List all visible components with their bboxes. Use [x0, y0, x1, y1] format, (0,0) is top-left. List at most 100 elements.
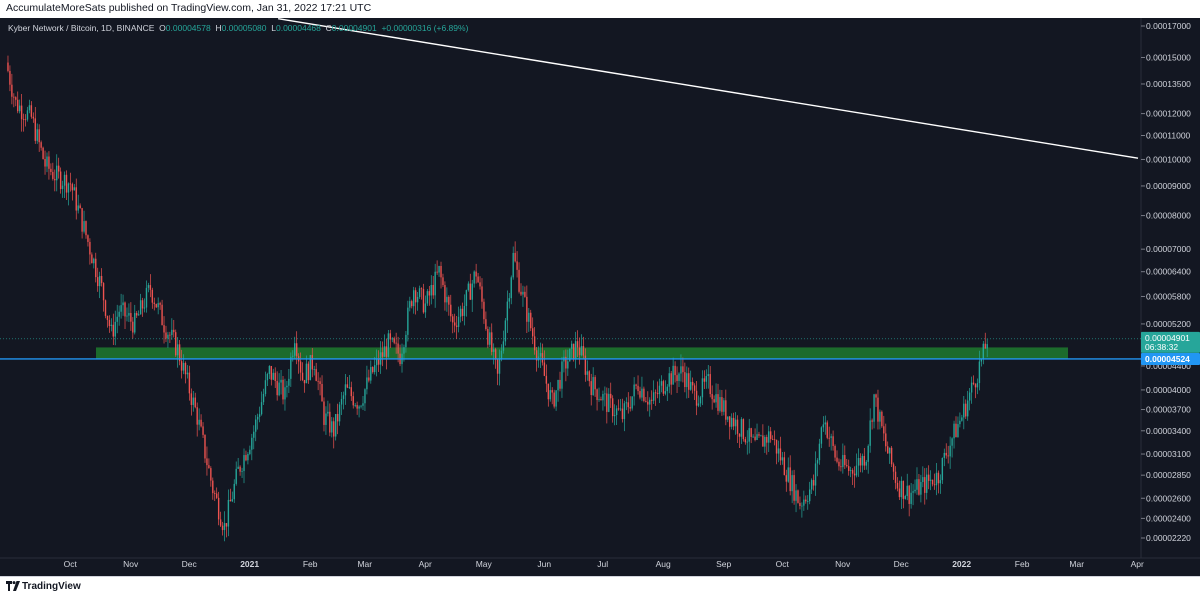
candle-body	[494, 349, 497, 360]
candle-body	[565, 356, 567, 369]
candle-body	[688, 373, 690, 390]
candle-body	[768, 431, 770, 443]
candle-body	[941, 457, 944, 481]
candle-body	[141, 300, 144, 309]
candle-body	[805, 499, 807, 502]
candle-body	[120, 305, 122, 312]
candle-body	[171, 329, 173, 336]
candle-body	[186, 372, 189, 375]
candle-body	[834, 445, 836, 458]
candle-body	[965, 403, 967, 417]
candle-body	[93, 258, 95, 264]
candle-body	[918, 479, 920, 495]
tradingview-logo-icon[interactable]	[6, 581, 20, 591]
candle-body	[927, 474, 930, 481]
candle-body	[104, 300, 107, 316]
candle-body	[851, 470, 854, 474]
candle-body	[153, 302, 155, 304]
candle-body	[262, 393, 265, 403]
candle-body	[791, 475, 793, 492]
candle-body	[38, 129, 40, 143]
candle-body	[136, 313, 138, 316]
candle-body	[375, 358, 378, 366]
candle-body	[79, 205, 81, 209]
candle-body	[613, 415, 616, 417]
candle-body	[516, 261, 518, 270]
candle-body	[315, 369, 317, 381]
candle-body	[301, 372, 304, 380]
candle-body	[611, 398, 614, 417]
candle-body	[229, 499, 232, 502]
candle-body	[857, 458, 860, 466]
candle-body	[405, 334, 407, 348]
support-price-tag	[1141, 352, 1200, 365]
candle-body	[750, 428, 752, 437]
candle-body	[961, 417, 963, 421]
candle-body	[325, 413, 327, 425]
price-chart[interactable]: 0.00017000 0.00015000 0.00013500 0.00012000…	[0, 18, 1200, 576]
candle-body	[615, 408, 618, 416]
candle-body	[463, 305, 466, 316]
x-tick-label: Nov	[835, 559, 851, 569]
candle-body	[871, 420, 873, 422]
symbol-name[interactable]: Kyber Network / Bitcoin, 1D, BINANCE	[8, 23, 155, 33]
candle-body	[545, 375, 548, 384]
candle-body	[754, 436, 756, 441]
candle-body	[736, 419, 739, 434]
candle-body	[504, 320, 507, 342]
candle-body	[729, 416, 731, 427]
x-tick-label: 2022	[952, 559, 971, 569]
candle-body	[693, 385, 696, 391]
candle-body	[75, 187, 77, 211]
candle-body	[715, 394, 717, 403]
candle-body	[471, 283, 473, 300]
candle-body	[235, 468, 237, 484]
candle-body	[877, 397, 879, 422]
candle-body	[416, 296, 419, 303]
candle-body	[840, 466, 842, 468]
candle-body	[178, 344, 181, 362]
last-price-value: 0.00004901	[1145, 333, 1190, 343]
x-tick-label: Oct	[64, 559, 78, 569]
candle-body	[473, 271, 475, 284]
candle-body	[204, 434, 206, 459]
candle-body	[7, 62, 9, 71]
candle-body	[578, 347, 581, 356]
candle-body	[567, 361, 569, 369]
candle-body	[208, 465, 210, 469]
candle-body	[333, 421, 335, 437]
tradingview-brand[interactable]: TradingView	[22, 581, 81, 592]
candle-body	[436, 271, 438, 273]
y-tick-label: 0.00003400	[1146, 426, 1191, 436]
candle-body	[594, 377, 596, 390]
candle-body	[807, 501, 809, 502]
descending-trendline[interactable]	[278, 18, 1139, 159]
candle-body	[701, 378, 704, 398]
publish-text: AccumulateMoreSats published on TradingV…	[6, 2, 372, 14]
candle-body	[758, 434, 760, 436]
candle-body	[83, 221, 85, 232]
candle-body	[459, 308, 462, 317]
x-tick-label: Feb	[303, 559, 318, 569]
candle-body	[771, 438, 774, 440]
candle-body	[206, 458, 208, 466]
candle-body	[180, 361, 183, 371]
candle-body	[331, 421, 333, 433]
candle-body	[85, 221, 87, 236]
candle-body	[873, 394, 875, 422]
candle-body	[223, 523, 226, 531]
candle-body	[430, 285, 432, 296]
high-value: 0.00005080	[221, 23, 267, 33]
candle-body	[438, 266, 440, 273]
candle-body	[875, 394, 877, 398]
open-label: O	[159, 23, 166, 33]
candle-body	[362, 403, 364, 406]
candle-body	[914, 489, 916, 492]
candle-body	[241, 471, 243, 472]
candle-body	[311, 355, 313, 370]
candle-body	[863, 455, 866, 466]
candle-body	[182, 362, 185, 371]
candle-body	[268, 365, 271, 374]
x-tick-label: Dec	[182, 559, 198, 569]
candle-body	[826, 422, 828, 438]
